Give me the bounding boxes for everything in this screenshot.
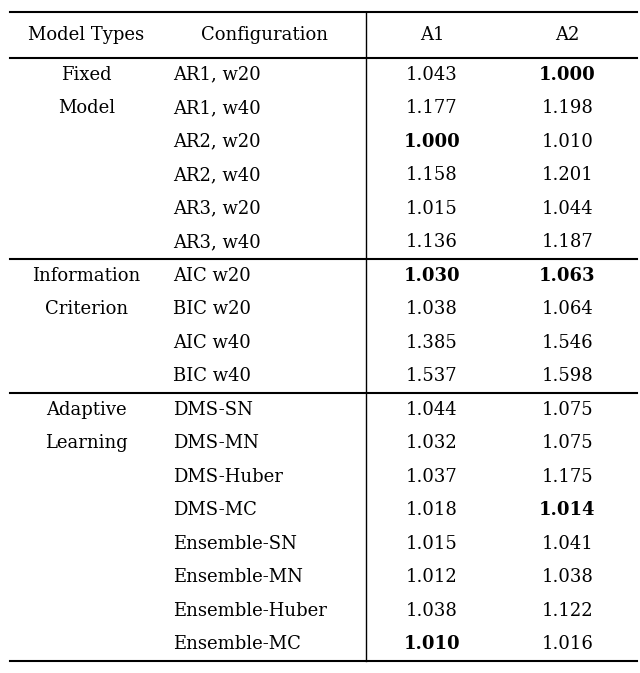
Text: Ensemble-MC: Ensemble-MC	[173, 635, 301, 653]
Text: 1.010: 1.010	[404, 635, 460, 653]
Text: 1.598: 1.598	[541, 367, 593, 385]
Text: 1.546: 1.546	[541, 334, 593, 351]
Text: 1.015: 1.015	[406, 534, 458, 553]
Text: BIC w20: BIC w20	[173, 300, 251, 318]
Text: 1.201: 1.201	[541, 166, 593, 184]
Text: AR2, w20: AR2, w20	[173, 133, 260, 151]
Text: 1.018: 1.018	[406, 501, 458, 519]
Text: 1.175: 1.175	[541, 468, 593, 486]
Text: Model Types: Model Types	[28, 26, 145, 44]
Text: 1.063: 1.063	[539, 267, 596, 285]
Text: 1.044: 1.044	[541, 200, 593, 217]
Text: 1.041: 1.041	[541, 534, 593, 553]
Text: 1.010: 1.010	[541, 133, 593, 151]
Text: Model: Model	[58, 99, 115, 117]
Text: 1.016: 1.016	[541, 635, 593, 653]
Text: 1.075: 1.075	[541, 434, 593, 452]
Text: 1.044: 1.044	[406, 400, 458, 419]
Text: 1.177: 1.177	[406, 99, 458, 117]
Text: AR1, w20: AR1, w20	[173, 66, 260, 83]
Text: 1.158: 1.158	[406, 166, 458, 184]
Text: AIC w20: AIC w20	[173, 267, 250, 285]
Text: 1.537: 1.537	[406, 367, 458, 385]
Text: 1.015: 1.015	[406, 200, 458, 217]
Text: Adaptive: Adaptive	[46, 400, 127, 419]
Text: A2: A2	[555, 26, 580, 44]
Text: Information: Information	[32, 267, 141, 285]
Text: AIC w40: AIC w40	[173, 334, 250, 351]
Text: 1.043: 1.043	[406, 66, 458, 83]
Text: 1.000: 1.000	[539, 66, 596, 83]
Text: DMS-MN: DMS-MN	[173, 434, 259, 452]
Text: 1.038: 1.038	[541, 568, 593, 586]
Text: 1.037: 1.037	[406, 468, 458, 486]
Text: 1.032: 1.032	[406, 434, 458, 452]
Text: AR2, w40: AR2, w40	[173, 166, 260, 184]
Text: 1.064: 1.064	[541, 300, 593, 318]
Text: BIC w40: BIC w40	[173, 367, 251, 385]
Text: Ensemble-Huber: Ensemble-Huber	[173, 602, 326, 620]
Text: Ensemble-MN: Ensemble-MN	[173, 568, 303, 586]
Text: Criterion: Criterion	[45, 300, 128, 318]
Text: Fixed: Fixed	[61, 66, 112, 83]
Text: 1.038: 1.038	[406, 602, 458, 620]
Text: 1.187: 1.187	[541, 233, 593, 251]
Text: 1.075: 1.075	[541, 400, 593, 419]
Text: DMS-SN: DMS-SN	[173, 400, 253, 419]
Text: 1.122: 1.122	[541, 602, 593, 620]
Text: 1.012: 1.012	[406, 568, 458, 586]
Text: A1: A1	[420, 26, 444, 44]
Text: 1.136: 1.136	[406, 233, 458, 251]
Text: Ensemble-SN: Ensemble-SN	[173, 534, 297, 553]
Text: AR1, w40: AR1, w40	[173, 99, 260, 117]
Text: DMS-MC: DMS-MC	[173, 501, 257, 519]
Text: AR3, w20: AR3, w20	[173, 200, 260, 217]
Text: Configuration: Configuration	[201, 26, 328, 44]
Text: 1.014: 1.014	[539, 501, 596, 519]
Text: AR3, w40: AR3, w40	[173, 233, 260, 251]
Text: 1.000: 1.000	[404, 133, 460, 151]
Text: 1.038: 1.038	[406, 300, 458, 318]
Text: Learning: Learning	[45, 434, 128, 452]
Text: DMS-Huber: DMS-Huber	[173, 468, 283, 486]
Text: 1.030: 1.030	[404, 267, 460, 285]
Text: 1.385: 1.385	[406, 334, 458, 351]
Text: 1.198: 1.198	[541, 99, 593, 117]
